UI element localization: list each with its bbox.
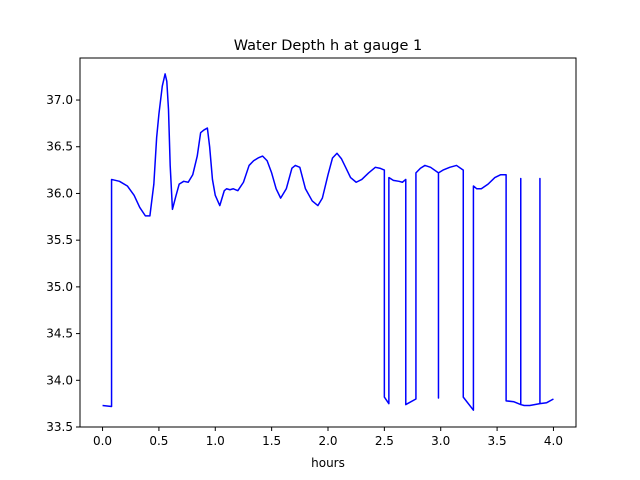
- data-layer: [102, 73, 554, 411]
- x-axis-ticks: 0.0 0.5 1.0 1.5 2.0 2.5 3.0 3.5 4.0: [93, 427, 563, 448]
- y-tick-label: 34.5: [46, 327, 73, 341]
- plot-background: [80, 58, 576, 427]
- x-tick-label: 3.0: [431, 434, 450, 448]
- x-tick-label: 1.0: [206, 434, 225, 448]
- x-tick-label: 0.0: [93, 434, 112, 448]
- chart-title: Water Depth h at gauge 1: [234, 38, 422, 54]
- x-tick-label: 1.5: [262, 434, 281, 448]
- y-tick-label: 36.5: [46, 140, 73, 154]
- x-tick-label: 0.5: [149, 434, 168, 448]
- y-tick-label: 36.0: [46, 186, 73, 200]
- series-line-0: [102, 73, 554, 411]
- y-tick-label: 37.0: [46, 93, 73, 107]
- y-tick-label: 35.0: [46, 280, 73, 294]
- x-tick-label: 2.0: [318, 434, 337, 448]
- y-tick-label: 33.5: [46, 420, 73, 434]
- x-tick-label: 3.5: [488, 434, 507, 448]
- y-axis-ticks: 33.5 34.0 34.5 35.0 35.5 36.0 36.5 37.0: [46, 93, 80, 434]
- x-axis-label: hours: [311, 456, 345, 470]
- y-tick-label: 35.5: [46, 233, 73, 247]
- x-tick-label: 2.5: [375, 434, 394, 448]
- y-tick-label: 34.0: [46, 373, 73, 387]
- x-tick-label: 4.0: [544, 434, 563, 448]
- plot-frame: [79, 57, 577, 428]
